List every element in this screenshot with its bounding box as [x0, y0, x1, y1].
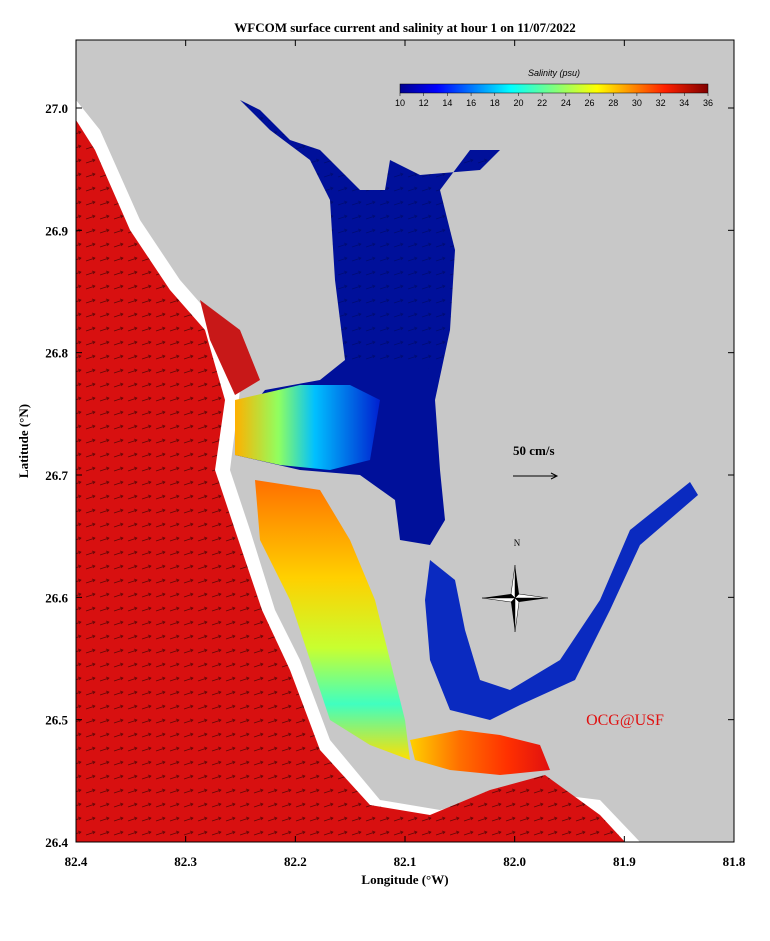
colorbar-tick-label: 34 — [679, 98, 689, 108]
x-tick-label: 82.4 — [65, 854, 88, 869]
x-tick-label: 82.1 — [394, 854, 417, 869]
colorbar-ticks: 10 12 14 16 18 20 22 24 26 28 30 32 34 36 — [395, 93, 713, 108]
harbor-vectors — [240, 100, 500, 370]
colorbar-tick-label: 20 — [513, 98, 523, 108]
colorbar-tick-label: 26 — [585, 98, 595, 108]
current-vectors — [76, 120, 625, 842]
colorbar-tick-label: 14 — [442, 98, 452, 108]
y-tick-label: 26.9 — [45, 223, 68, 238]
colorbar-tick-label: 30 — [632, 98, 642, 108]
y-tick-label: 26.4 — [45, 835, 68, 850]
y-tick-label: 26.5 — [45, 713, 68, 728]
pine-island-sound — [255, 480, 410, 760]
axes: 82.4 82.3 82.2 82.1 82.0 81.9 81.8 27.0 26.9 26.8… — [45, 40, 746, 869]
scale-label: 50 cm/s — [513, 443, 555, 458]
x-axis-label: Longitude (°W) — [361, 872, 448, 887]
x-tick-label: 81.9 — [613, 854, 636, 869]
colorbar-tick-label: 10 — [395, 98, 405, 108]
colorbar-tick-label: 28 — [608, 98, 618, 108]
y-tick-label: 26.7 — [45, 468, 68, 483]
colorbar-tick-label: 16 — [466, 98, 476, 108]
credit: OCG@USF — [586, 712, 664, 729]
y-tick-label: 26.8 — [45, 346, 68, 361]
caloosahatchee-water — [425, 482, 698, 720]
colorbar-tick-label: 32 — [656, 98, 666, 108]
title: WFCOM surface current and salinity at ho… — [234, 20, 576, 35]
scale-arrowhead — [550, 472, 559, 480]
x-tick-label: 82.2 — [284, 854, 307, 869]
map-area — [76, 40, 734, 842]
colorbar-tick-label: 18 — [490, 98, 500, 108]
x-tick-label: 81.8 — [723, 854, 746, 869]
colorbar-tick-label: 22 — [537, 98, 547, 108]
compass — [481, 564, 549, 633]
y-axis-label: Latitude (°N) — [16, 404, 31, 478]
river-mouth — [410, 730, 550, 775]
harbor-mouth — [235, 385, 380, 470]
y-tick-label: 26.6 — [45, 590, 68, 605]
y-tick-label: 27.0 — [45, 101, 68, 116]
colorbar-tick-label: 12 — [419, 98, 429, 108]
lemon-bay — [200, 300, 260, 395]
compass-north: N — [514, 538, 521, 548]
x-tick-label: 82.3 — [174, 854, 197, 869]
colorbar-tick-label: 36 — [703, 98, 713, 108]
colorbar-tick-label: 24 — [561, 98, 571, 108]
colorbar — [399, 83, 709, 94]
x-tick-label: 82.0 — [503, 854, 526, 869]
colorbar-title: Salinity (psu) — [528, 68, 580, 78]
